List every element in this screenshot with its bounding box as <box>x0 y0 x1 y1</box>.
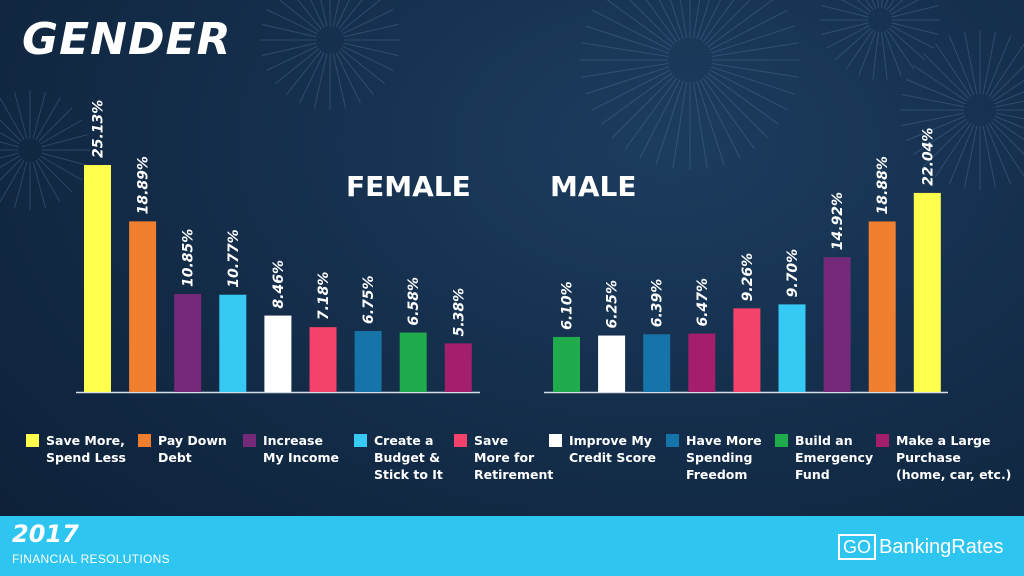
data-label-female-3: 10.85% <box>181 229 197 287</box>
gobankingrates-logo[interactable]: GO BankingRates <box>838 534 1004 560</box>
panel-label-male: MALE <box>550 170 637 203</box>
logo-wordmark: BankingRates <box>879 535 1004 558</box>
data-label-female-8: 6.58% <box>406 277 422 326</box>
bar-male-1 <box>553 336 580 392</box>
bar-female-1 <box>84 165 111 392</box>
bar-male-5 <box>733 308 761 392</box>
bar-female-9 <box>444 343 472 392</box>
legend-label: Save More, Spend Less <box>46 433 126 465</box>
legend-item-build-an-emergency-fund: Build an Emergency Fund <box>775 432 873 483</box>
bar-female-5 <box>264 315 292 392</box>
legend-swatch <box>138 434 151 447</box>
data-label-male-9: 22.04% <box>920 128 936 186</box>
legend-label: Make a Large Purchase (home, car, etc.) <box>896 433 1012 482</box>
data-label-male-8: 18.88% <box>875 156 891 214</box>
logo-go-box: GO <box>838 534 877 560</box>
legend-item-improve-my-credit-score: Improve My Credit Score <box>549 432 656 466</box>
legend-label: Have More Spending Freedom <box>686 433 762 482</box>
legend-swatch <box>454 434 467 447</box>
data-label-male-3: 6.39% <box>650 279 666 328</box>
data-label-male-7: 14.92% <box>830 192 846 250</box>
data-label-male-5: 9.26% <box>740 253 756 302</box>
bar-female-3 <box>174 293 202 392</box>
bar-female-7 <box>354 331 382 392</box>
legend-item-save-more-spend-less: Save More, Spend Less <box>26 432 126 466</box>
legend-swatch <box>666 434 679 447</box>
bar-male-4 <box>688 333 716 392</box>
legend-label: Create a Budget & Stick to It <box>374 433 443 482</box>
legend-label: Improve My Credit Score <box>569 433 657 465</box>
bar-male-2 <box>598 335 626 392</box>
data-label-female-9: 5.38% <box>451 288 467 337</box>
data-label-male-4: 6.47% <box>695 278 711 327</box>
bar-male-7 <box>823 257 851 392</box>
legend-label: Save More for Retirement <box>474 433 554 482</box>
legend-swatch <box>876 434 889 447</box>
footer-bar: 2017 FINANCIAL RESOLUTIONS GO BankingRat… <box>0 516 1024 576</box>
legend-item-pay-down-debt: Pay Down Debt <box>138 432 227 466</box>
bar-female-4 <box>219 294 247 392</box>
data-label-female-7: 6.75% <box>361 275 377 324</box>
legend-item-create-a-budget: Create a Budget & Stick to It <box>354 432 443 483</box>
bar-male-3 <box>643 334 671 392</box>
data-label-female-2: 18.89% <box>136 156 152 214</box>
footer-subtitle: FINANCIAL RESOLUTIONS <box>12 552 170 566</box>
data-label-female-4: 10.77% <box>226 229 242 287</box>
legend-swatch <box>243 434 256 447</box>
data-label-female-6: 7.18% <box>316 272 332 321</box>
footer-year: 2017 <box>12 520 79 548</box>
legend-label: Build an Emergency Fund <box>795 433 874 482</box>
data-label-male-6: 9.70% <box>785 249 801 298</box>
panel-label-female: FEMALE <box>346 170 471 203</box>
bar-female-2 <box>129 221 157 392</box>
bar-female-8 <box>399 332 427 392</box>
legend-swatch <box>354 434 367 447</box>
legend-item-make-a-large-purchase: Make a Large Purchase (home, car, etc.) <box>876 432 1011 483</box>
data-label-female-5: 8.46% <box>271 260 287 309</box>
legend-label: Increase My Income <box>263 433 339 465</box>
page-title: GENDER <box>22 14 232 65</box>
bar-female-6 <box>309 327 337 392</box>
data-label-male-1: 6.10% <box>560 281 576 330</box>
legend-item-have-more-spending-freedom: Have More Spending Freedom <box>666 432 762 483</box>
chart-legend: Save More, Spend Less Pay Down Debt Incr… <box>20 432 1020 512</box>
legend-swatch <box>775 434 788 447</box>
bar-male-9 <box>913 192 941 392</box>
legend-swatch <box>26 434 39 447</box>
bar-male-8 <box>868 221 896 392</box>
bar-male-6 <box>778 304 806 392</box>
data-label-female-1: 25.13% <box>91 100 107 158</box>
legend-label: Pay Down Debt <box>158 433 227 465</box>
data-label-male-2: 6.25% <box>605 280 621 329</box>
legend-item-increase-my-income: Increase My Income <box>243 432 339 466</box>
legend-item-save-more-for-retirement: Save More for Retirement <box>454 432 553 483</box>
gender-bar-chart: 25.13% 18.89% 10.85% 10.77% 8.46% 7.18% 6.75% 6… <box>76 100 948 394</box>
legend-swatch <box>549 434 562 447</box>
